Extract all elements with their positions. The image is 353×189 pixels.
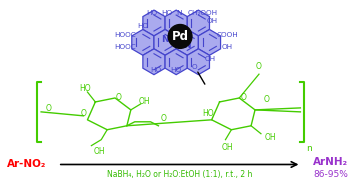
Text: HO: HO: [137, 23, 148, 29]
Text: OH: OH: [207, 18, 218, 24]
Text: OH: OH: [222, 44, 233, 50]
Text: N: N: [184, 41, 191, 50]
Polygon shape: [198, 29, 221, 55]
Text: NaBH₄, H₂O or H₂O:EtOH (1:1), r.t., 2 h: NaBH₄, H₂O or H₂O:EtOH (1:1), r.t., 2 h: [107, 170, 253, 179]
Text: Ar-NO₂: Ar-NO₂: [7, 160, 46, 170]
Text: HOOC: HOOC: [114, 44, 136, 50]
Text: O: O: [80, 109, 86, 118]
Polygon shape: [165, 10, 187, 36]
Text: n: n: [306, 144, 312, 153]
Text: OH: OH: [204, 56, 215, 62]
Circle shape: [168, 25, 192, 48]
Text: HO: HO: [170, 67, 182, 73]
Polygon shape: [143, 49, 165, 75]
Text: O: O: [256, 62, 262, 71]
Text: CH₂OOH: CH₂OOH: [187, 10, 217, 16]
Polygon shape: [165, 49, 187, 75]
Text: N: N: [161, 35, 169, 44]
Text: N: N: [176, 10, 182, 16]
Text: O: O: [46, 104, 52, 113]
Polygon shape: [143, 10, 165, 36]
Polygon shape: [132, 29, 154, 55]
Text: OH: OH: [222, 143, 233, 152]
Text: OH: OH: [94, 147, 105, 156]
Text: O: O: [192, 64, 197, 70]
Polygon shape: [154, 29, 176, 55]
Text: HOOC: HOOC: [114, 33, 136, 38]
Text: HO: HO: [80, 84, 91, 93]
Text: O: O: [240, 94, 246, 102]
Text: Pd: Pd: [172, 30, 189, 43]
Text: 86-95%: 86-95%: [313, 170, 348, 179]
Text: COOH: COOH: [216, 33, 238, 38]
Text: HO: HO: [202, 109, 214, 118]
Polygon shape: [187, 10, 209, 36]
Text: HO: HO: [146, 10, 157, 16]
Polygon shape: [187, 49, 209, 75]
Text: HO: HO: [150, 67, 162, 73]
Text: OH: OH: [265, 133, 276, 142]
Text: O: O: [116, 94, 122, 102]
Text: O: O: [160, 114, 166, 123]
Text: HO: HO: [161, 10, 173, 16]
Polygon shape: [176, 29, 198, 55]
Text: ArNH₂: ArNH₂: [313, 157, 348, 167]
Text: OH: OH: [139, 98, 150, 106]
Text: O: O: [264, 95, 270, 105]
